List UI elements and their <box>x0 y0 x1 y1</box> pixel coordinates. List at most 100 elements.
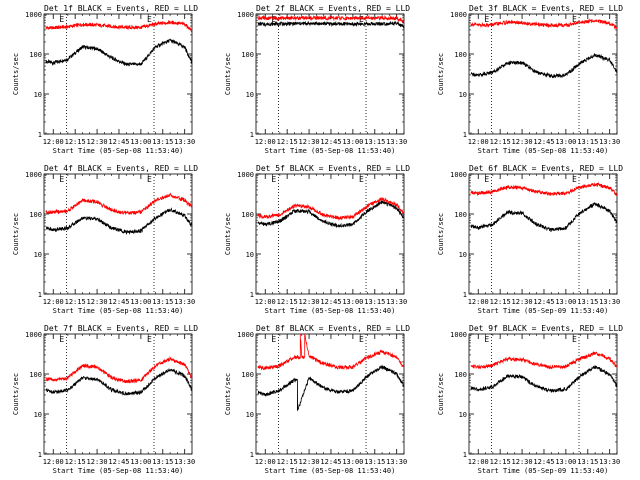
y-tick-label: 1 <box>463 131 467 139</box>
x-tick-label: 12:30 <box>299 298 320 306</box>
plot-frame <box>468 13 618 135</box>
y-tick-label: 1 <box>38 131 42 139</box>
x-tick-label: 12:45 <box>320 138 341 146</box>
y-tick-label: 10 <box>34 251 42 259</box>
x-tick-label: 13:00 <box>342 458 363 466</box>
detector-panel: Det 4f BLACK = Events, RED = LLD 1 10 100 10… <box>12 164 198 315</box>
x-tick-label: 12:30 <box>87 298 108 306</box>
x-tick-label: 13:15 <box>577 458 598 466</box>
y-tick-label: 100 <box>454 371 467 379</box>
events-series-line <box>470 52 618 79</box>
x-tick-label: 12:15 <box>490 298 511 306</box>
x-tick-label: 12:00 <box>468 298 489 306</box>
plot-frame <box>255 333 405 455</box>
x-axis-label: Start Time (05-Sep-08 11:53:40) <box>53 307 184 315</box>
x-tick-label: 13:00 <box>555 138 576 146</box>
event-marker-label: E <box>147 15 152 24</box>
y-tick-label: 10 <box>246 411 254 419</box>
x-tick-label: 12:45 <box>320 458 341 466</box>
x-tick-label: 12:00 <box>255 458 276 466</box>
lld-series-line <box>45 356 193 384</box>
x-tick-label: 12:45 <box>320 298 341 306</box>
y-tick-label: 1000 <box>237 171 254 179</box>
y-tick-label: 1000 <box>25 331 42 339</box>
lld-series-line <box>470 181 618 197</box>
x-tick-label: 13:30 <box>386 458 407 466</box>
y-tick-label: 1 <box>250 131 254 139</box>
x-tick-label: 12:00 <box>255 298 276 306</box>
y-axis-label: Counts/sec <box>224 213 232 255</box>
event-marker-label: E <box>572 335 577 344</box>
lld-series-line <box>470 18 618 30</box>
y-tick-label: 100 <box>241 371 254 379</box>
x-tick-label: 13:00 <box>555 458 576 466</box>
event-marker-label: E <box>147 175 152 184</box>
event-marker-label: E <box>484 175 489 184</box>
y-tick-label: 1 <box>250 291 254 299</box>
x-tick-label: 12:30 <box>299 458 320 466</box>
x-tick-label: 13:00 <box>342 298 363 306</box>
y-tick-label: 1 <box>463 291 467 299</box>
x-axis-label: Start Time (05-Sep-09 11:53:40) <box>478 307 609 315</box>
plot-frame <box>468 333 618 455</box>
x-tick-label: 12:00 <box>43 138 64 146</box>
x-tick-label: 12:15 <box>490 138 511 146</box>
events-series-line <box>45 38 193 67</box>
y-axis-label: Counts/sec <box>437 53 445 95</box>
plot-frame <box>43 333 193 455</box>
x-tick-label: 12:15 <box>277 298 298 306</box>
x-tick-label: 12:45 <box>108 138 129 146</box>
plot-frame <box>255 173 405 295</box>
detector-panel: Det 1f BLACK = Events, RED = LLD 1 10 100 10… <box>12 4 198 155</box>
x-tick-label: 12:15 <box>65 138 86 146</box>
x-axis-label: Start Time (05-Sep-09 11:53:40) <box>478 467 609 475</box>
y-tick-label: 100 <box>454 51 467 59</box>
y-tick-label: 1000 <box>237 331 254 339</box>
event-marker-label: E <box>271 15 276 24</box>
y-tick-label: 1000 <box>25 171 42 179</box>
events-series-line <box>470 365 618 393</box>
y-tick-label: 10 <box>459 411 467 419</box>
x-tick-label: 12:30 <box>512 458 533 466</box>
y-tick-label: 1000 <box>450 171 467 179</box>
event-marker-label: E <box>59 175 64 184</box>
y-tick-label: 100 <box>29 51 42 59</box>
lld-series-line <box>45 192 193 216</box>
x-tick-label: 12:45 <box>533 298 554 306</box>
x-axis-label: Start Time (05-Sep-08 11:53:40) <box>53 467 184 475</box>
lld-series-line <box>470 350 618 370</box>
event-marker-label: E <box>359 175 364 184</box>
plot-frame <box>43 173 193 295</box>
x-tick-label: 12:30 <box>512 138 533 146</box>
x-tick-label: 12:45 <box>533 138 554 146</box>
x-axis-label: Start Time (05-Sep-08 11:53:40) <box>265 147 396 155</box>
x-tick-label: 13:30 <box>386 298 407 306</box>
event-marker-label: E <box>484 335 489 344</box>
panel-title: Det 4f BLACK = Events, RED = LLD <box>44 164 198 173</box>
x-tick-label: 12:15 <box>65 298 86 306</box>
x-tick-label: 12:00 <box>255 138 276 146</box>
x-tick-label: 12:00 <box>43 458 64 466</box>
x-tick-label: 12:00 <box>43 298 64 306</box>
event-marker-label: E <box>359 335 364 344</box>
y-axis-label: Counts/sec <box>224 53 232 95</box>
y-tick-label: 1000 <box>450 331 467 339</box>
x-tick-label: 12:15 <box>277 458 298 466</box>
x-axis-label: Start Time (05-Sep-08 11:53:40) <box>265 307 396 315</box>
y-tick-label: 1 <box>38 291 42 299</box>
detector-panel: Det 9f BLACK = Events, RED = LLD 1 10 100 10… <box>437 324 623 475</box>
x-tick-label: 13:15 <box>152 298 173 306</box>
lld-series-line <box>257 333 404 371</box>
event-marker-label: E <box>271 175 276 184</box>
y-tick-label: 10 <box>34 91 42 99</box>
x-tick-label: 13:00 <box>130 298 151 306</box>
x-tick-label: 13:15 <box>152 138 173 146</box>
x-tick-label: 13:15 <box>364 458 385 466</box>
event-marker-label: E <box>484 15 489 24</box>
panel-title: Det 5f BLACK = Events, RED = LLD <box>256 164 410 173</box>
event-marker-label: E <box>572 15 577 24</box>
events-series-line <box>470 202 618 233</box>
x-tick-label: 12:45 <box>108 458 129 466</box>
x-tick-label: 13:30 <box>174 458 195 466</box>
